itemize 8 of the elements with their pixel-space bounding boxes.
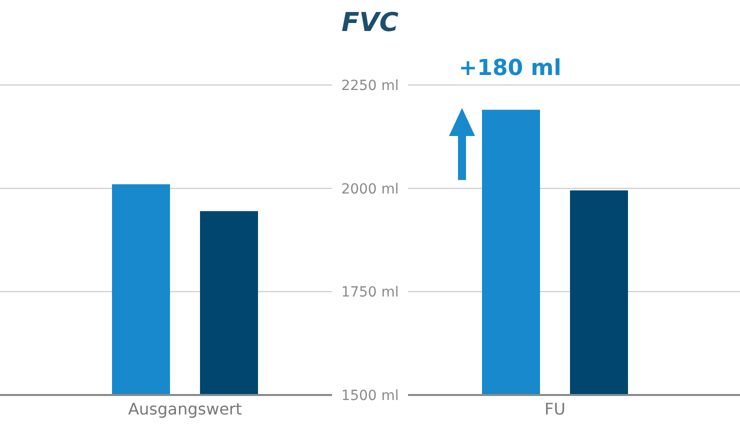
- text: +180 ml: [458, 56, 562, 81]
- x-tick-label: FU: [544, 399, 566, 418]
- y-tick-label: 1750 ml: [341, 284, 399, 301]
- x-tick-label: Ausgangswert: [128, 399, 242, 418]
- y-tick-label: 2250 ml: [341, 78, 399, 94]
- y-tick-label: 2000 ml: [341, 181, 399, 198]
- y-tick-label: 1500 ml: [341, 388, 399, 404]
- chart-title: FVC: [340, 8, 400, 38]
